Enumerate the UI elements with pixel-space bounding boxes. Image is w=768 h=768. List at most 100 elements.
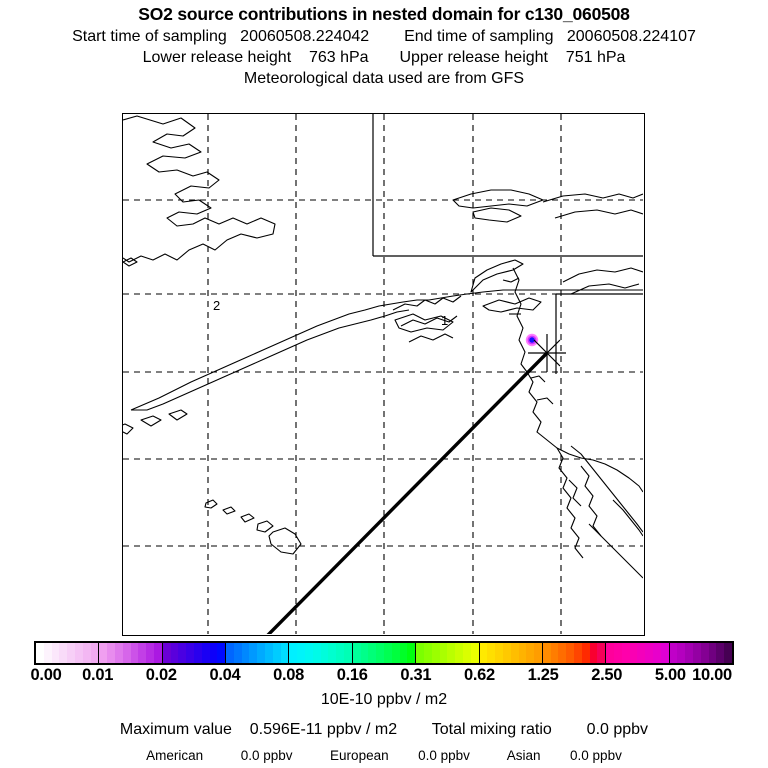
colorbar-segment (226, 643, 290, 663)
colorbar-swatch (193, 643, 202, 663)
colorbar-swatch (344, 643, 352, 663)
colorbar-swatch (178, 643, 187, 663)
colorbar-swatch (685, 643, 693, 663)
colorbar-tick: 0.08 (273, 666, 304, 684)
colorbar-swatch (241, 643, 250, 663)
colorbar-tick: 0.31 (400, 666, 432, 684)
colorbar-swatch (447, 643, 456, 663)
footer-contributions-row: American 0.0 ppbv European 0.0 ppbv Asia… (0, 748, 768, 763)
colorbar-tick: 0.62 (463, 666, 495, 684)
colorbar-swatch (336, 643, 345, 663)
asian-label: Asian (506, 748, 541, 763)
american-label: American (146, 748, 204, 763)
colorbar-swatch (653, 643, 661, 663)
end-time-label: End time of sampling (404, 28, 554, 45)
colorbar-swatch (637, 643, 646, 663)
colorbar-swatch (289, 643, 298, 663)
colorbar-swatch (399, 643, 408, 663)
colorbar-swatch (82, 643, 91, 663)
colorbar-swatch (328, 643, 337, 663)
colorbar-swatch (391, 643, 400, 663)
colorbar-swatch (495, 643, 503, 663)
colorbar-tick: 10.00 (692, 666, 732, 684)
colorbar-swatch (629, 643, 638, 663)
colorbar-swatch (621, 643, 630, 663)
colorbar-swatch (114, 643, 123, 663)
colorbar-swatch (51, 643, 60, 663)
colorbar-units-label: 10E-10 ppbv / m2 (320, 691, 448, 708)
colorbar-swatch (360, 643, 369, 663)
colorbar-swatch (416, 643, 424, 663)
sampling-time-row: Start time of sampling 20060508.224042 E… (0, 28, 768, 46)
lower-release-value: 763 hPa (308, 49, 369, 66)
colorbar-segment (162, 643, 227, 663)
colorbar-swatch (526, 643, 535, 663)
colorbar-tick: 0.04 (209, 666, 241, 684)
colorbar-swatch (217, 643, 226, 663)
colorbar-swatch (439, 643, 448, 663)
header-block: SO2 source contributions in nested domai… (0, 0, 768, 88)
colorbar-segment (606, 643, 670, 663)
colorbar-swatch (677, 643, 686, 663)
colorbar-swatch (574, 643, 582, 663)
colorbar-swatch (138, 643, 147, 663)
map-canvas (123, 114, 643, 634)
colorbar-swatch (462, 643, 471, 663)
map-plot-area[interactable]: 2 1 (122, 113, 645, 636)
colorbar-segment (669, 643, 732, 663)
colorbar-swatch (122, 643, 131, 663)
colorbar-swatch (660, 643, 669, 663)
page-title: SO2 source contributions in nested domai… (138, 4, 630, 24)
colorbar-swatch (383, 643, 392, 663)
colorbar-swatch (186, 643, 194, 663)
colorbar-tick: 1.25 (527, 666, 559, 684)
colorbar-swatch (249, 643, 258, 663)
colorbar-swatch (233, 643, 242, 663)
asian-value: 0.0 ppbv (570, 748, 622, 763)
start-time-value: 20060508.224042 (240, 28, 370, 45)
total-mixing-ratio-label: Total mixing ratio (431, 721, 552, 738)
colorbar-swatch (265, 643, 273, 663)
max-value-value: 0.596E-11 ppbv / m2 (249, 721, 398, 738)
colorbar-segment (416, 643, 480, 663)
political-boundaries (372, 114, 643, 374)
colorbar-tick: 0.02 (145, 666, 177, 684)
colorbar-segment (542, 643, 607, 663)
colorbar-segment (99, 643, 163, 663)
colorbar-swatch (74, 643, 83, 663)
colorbar-swatch (280, 643, 289, 663)
release-height-row: Lower release height 763 hPa Upper relea… (0, 49, 768, 67)
colorbar-swatch (407, 643, 416, 663)
colorbar-swatch (272, 643, 281, 663)
coastline-paths (123, 115, 643, 579)
trajectory-line (266, 351, 549, 634)
colorbar-swatch (534, 643, 542, 663)
grid-label-1: 1 (441, 313, 449, 328)
european-value: 0.0 ppbv (418, 748, 470, 763)
colorbar-swatch (692, 643, 701, 663)
american-value: 0.0 ppbv (240, 748, 293, 763)
colorbar-swatch (589, 643, 598, 663)
colorbar-swatch (487, 643, 496, 663)
colorbar[interactable] (34, 641, 734, 665)
colorbar-swatch (431, 643, 440, 663)
colorbar-tick: 0.00 (30, 666, 62, 684)
colorbar-swatch (43, 643, 52, 663)
colorbar-swatch (170, 643, 179, 663)
receptor-star-icon (528, 334, 566, 372)
colorbar-swatch (320, 643, 329, 663)
colorbar-swatch (162, 643, 171, 663)
colorbar-swatch (542, 643, 551, 663)
colorbar-swatch (479, 643, 488, 663)
colorbar-swatch (597, 643, 606, 663)
colorbar-swatch (368, 643, 377, 663)
colorbar-swatch (312, 643, 321, 663)
colorbar-swatch (581, 643, 590, 663)
colorbar-swatch (36, 643, 44, 663)
colorbar-tick: 0.01 (82, 666, 114, 684)
footer-summary-row: Maximum value 0.596E-11 ppbv / m2 Total … (0, 721, 768, 739)
colorbar-swatch (614, 643, 622, 663)
european-label: European (330, 748, 389, 763)
colorbar-swatch (153, 643, 162, 663)
